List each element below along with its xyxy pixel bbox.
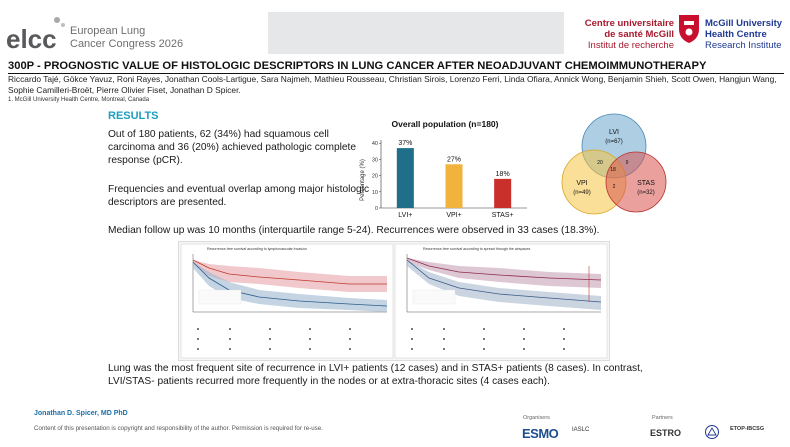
partners-label: Partners <box>652 415 673 421</box>
venn-count-lvi: (n=67) <box>605 139 623 145</box>
results-paragraph-2: Frequencies and eventual overlap among m… <box>108 184 370 208</box>
elcc-logo-dots <box>54 17 65 27</box>
bar-lvi-pos <box>396 148 414 208</box>
bar-value-label: 27% <box>447 156 461 163</box>
kaplan-meier-figure: Recurrence-free survival according to ly… <box>178 241 610 361</box>
km-left-curve-red <box>192 259 387 285</box>
venn-count-stas: (n=32) <box>637 190 655 196</box>
author-list: Riccardo Tajé, Gökce Yavuz, Roni Rayes, … <box>8 74 777 95</box>
institution-right: McGill University Health Centre Research… <box>705 18 783 51</box>
kaplan-meier-plots: Recurrence-free survival according to ly… <box>180 243 608 359</box>
km-right-risk-table <box>411 328 565 350</box>
bar-chart-title: Overall population (n=180) <box>392 119 499 129</box>
header-band <box>268 12 564 54</box>
esmo-logo: ESMO <box>522 426 559 441</box>
km-left-legend <box>198 289 242 305</box>
bar-chart-y-tick-label: 30 <box>372 157 378 163</box>
bar-chart-y-tick-label: 40 <box>372 141 378 147</box>
results-heading: RESULTS <box>108 110 159 122</box>
bar-category-label: VPI+ <box>446 212 461 219</box>
venn-circle-stas <box>605 151 667 213</box>
venn-label-stas: STAS <box>637 180 655 187</box>
institution-left: Centre universitaire de santé McGill Ins… <box>584 18 674 51</box>
partner-emblem-icon <box>705 425 719 439</box>
bar-value-label: 18% <box>496 171 510 178</box>
km-left-ci-blue <box>193 262 387 312</box>
bar-chart-bars: 37% LVI+ 27% VPI+ 18% STAS+ <box>396 140 514 219</box>
km-right-title: Recurrence-free survival according to sp… <box>423 247 530 251</box>
bar-chart-y-tick-label: 20 <box>372 174 378 180</box>
bar-chart-y-tick-label: 0 <box>375 206 378 212</box>
bar-chart-y-label: Percentage (%) <box>360 159 366 201</box>
bar-chart: Overall population (n=180) Percentage (%… <box>360 119 527 219</box>
iaslc-logo: IASLC <box>572 427 590 433</box>
estro-logo: ESTRO <box>650 428 682 438</box>
venn-intersection-vpi-stas: 2 <box>613 184 616 190</box>
venn-intersection-lvi-stas: 9 <box>626 160 629 166</box>
followup-text: Median follow up was 10 months (interqua… <box>108 225 600 236</box>
bar-chart-y-tick-label: 10 <box>372 190 378 196</box>
km-right-legend <box>412 289 456 305</box>
results-paragraph-1: Out of 180 patients, 62 (34%) had squamo… <box>108 129 357 166</box>
bar-value-label: 37% <box>398 140 412 147</box>
etop-ibcsg-logo: ETOP-IBCSG <box>730 426 765 432</box>
venn-diagram: LVI (n=67) VPI (n=49) STAS (n=32) 20 9 1… <box>561 113 667 215</box>
venn-label-vpi: VPI <box>576 180 587 187</box>
footer-author: Jonathan D. Spicer, MD PhD <box>34 410 128 417</box>
km-right-curve-lower <box>406 259 602 303</box>
km-right-ci-lower <box>407 260 601 310</box>
venn-intersection-all: 18 <box>610 167 616 173</box>
km-left-title: Recurrence-free survival according to ly… <box>207 247 307 251</box>
bar-category-label: LVI+ <box>398 212 412 219</box>
km-right-curve-upper <box>406 257 602 281</box>
venn-count-vpi: (n=49) <box>573 190 591 196</box>
venn-label-lvi: LVI <box>609 129 619 136</box>
affiliation: 1. McGill University Health Centre, Mont… <box>8 97 150 103</box>
bar-category-label: STAS+ <box>492 212 514 219</box>
km-left-risk-table <box>197 328 351 350</box>
conclusion-text: Lung was the most frequent site of recur… <box>108 363 643 387</box>
venn-intersection-lvi-vpi: 20 <box>597 160 603 166</box>
mcgill-shield-icon <box>679 15 699 43</box>
km-left-curve-blue <box>192 261 388 307</box>
conference-name: European Lung Cancer Congress 2026 <box>70 25 184 50</box>
organisers-label: Organisers <box>523 415 550 421</box>
conference-logo-text: elcc <box>6 24 57 54</box>
bar-vpi-pos <box>445 164 463 208</box>
footer-disclaimer: Content of this presentation is copyrigh… <box>34 425 323 432</box>
bar-stas-pos <box>494 178 512 208</box>
km-right-ci-upper <box>407 258 601 288</box>
poster-title: 300P - PROGNOSTIC VALUE OF HISTOLOGIC DE… <box>8 60 784 74</box>
bar-chart-ticks: 0 10 20 30 40 <box>372 141 381 212</box>
km-left-ci-red <box>193 260 387 292</box>
